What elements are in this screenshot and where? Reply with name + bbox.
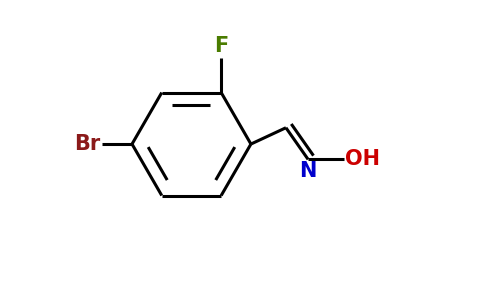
Text: OH: OH xyxy=(345,149,380,170)
Text: N: N xyxy=(300,161,317,181)
Text: Br: Br xyxy=(74,134,100,154)
Text: F: F xyxy=(214,36,228,56)
